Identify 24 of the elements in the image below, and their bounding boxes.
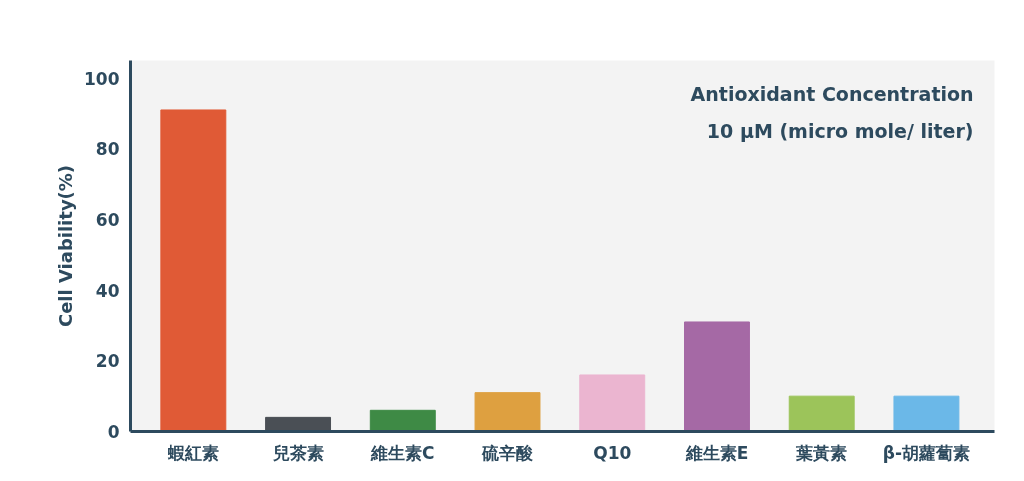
x-tick-label: Q10 [593,442,632,463]
y-tick-label: 60 [95,210,120,230]
y-tick-label: 0 [107,422,120,442]
x-tick-label: 維生素E [684,442,749,463]
y-axis-title: Cell Viability(%) [55,164,77,328]
x-tick-label: 硫辛酸 [481,442,535,463]
x-tick-label: 蝦紅素 [166,442,219,463]
y-tick-label: 80 [95,139,120,160]
annotation: 10 μM (micro mole/ liter) [706,120,974,143]
bar [893,395,960,432]
y-tick-label: 40 [95,280,120,301]
y-tick-label: 100 [84,68,120,89]
x-tick-label: 葉黃素 [795,442,848,463]
bar [369,409,436,432]
bar [160,109,227,432]
y-tick-label: 20 [95,351,120,372]
x-tick-label: 兒茶素 [271,442,324,463]
x-tick-label: β-胡蘿蔔素 [882,442,971,463]
bar [474,392,541,432]
annotation: Antioxidant Concentration [690,83,974,106]
bar [684,321,750,432]
x-tick-label: 維生素C [370,442,435,463]
bar [788,395,855,432]
bar [579,374,646,432]
